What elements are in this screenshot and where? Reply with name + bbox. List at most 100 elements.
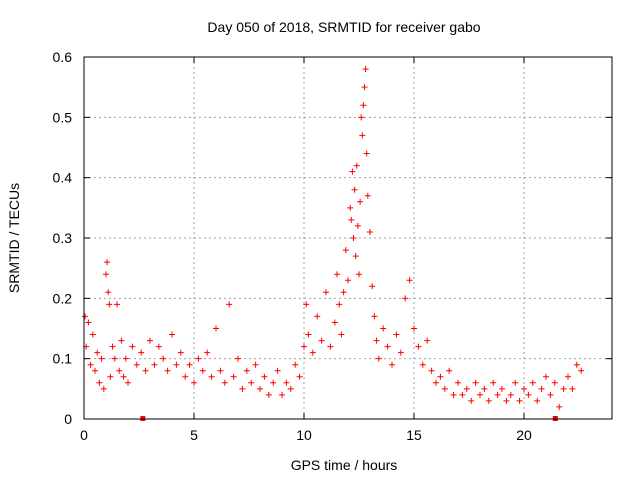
data-point xyxy=(98,355,105,362)
data-point xyxy=(303,301,310,308)
data-point xyxy=(369,283,376,290)
data-point xyxy=(122,355,129,362)
x-tick-label: 10 xyxy=(296,427,312,443)
data-point xyxy=(309,349,316,356)
data-point xyxy=(318,337,325,344)
data-point xyxy=(114,301,120,308)
data-point xyxy=(551,379,558,386)
x-tick-label: 15 xyxy=(406,427,422,443)
data-point xyxy=(350,235,357,241)
data-point xyxy=(125,379,131,386)
data-point xyxy=(111,355,118,362)
data-point xyxy=(92,367,98,374)
data-point xyxy=(450,391,457,398)
data-point xyxy=(173,361,180,368)
y-tick-label: 0.5 xyxy=(53,109,73,125)
data-point xyxy=(292,361,299,368)
data-point xyxy=(357,198,364,205)
data-point xyxy=(287,385,294,392)
data-point xyxy=(441,385,448,392)
data-point xyxy=(516,397,523,404)
data-point xyxy=(155,343,162,350)
data-point xyxy=(525,391,532,398)
data-point xyxy=(116,367,123,374)
data-point xyxy=(327,343,334,350)
data-point xyxy=(208,373,215,380)
data-point xyxy=(569,385,576,392)
data-point xyxy=(351,186,358,193)
data-point xyxy=(164,367,171,374)
y-tick-label: 0.2 xyxy=(53,290,73,306)
data-point xyxy=(373,337,380,344)
x-axis-title: GPS time / hours xyxy=(291,457,398,473)
data-point xyxy=(265,391,272,398)
data-point xyxy=(296,373,303,380)
data-point xyxy=(195,355,202,362)
data-point xyxy=(120,373,127,380)
data-point xyxy=(499,385,505,392)
data-point xyxy=(468,397,475,404)
data-point xyxy=(359,132,366,139)
data-point xyxy=(104,259,111,266)
data-point xyxy=(169,331,175,338)
data-point xyxy=(261,373,268,380)
y-tick-label: 0 xyxy=(64,411,72,427)
data-point xyxy=(415,343,422,350)
data-point xyxy=(89,331,96,338)
data-point xyxy=(360,102,367,109)
y-tick-label: 0.6 xyxy=(53,49,73,65)
data-point xyxy=(565,373,571,380)
data-point xyxy=(352,253,359,260)
data-point xyxy=(380,325,387,332)
data-point xyxy=(481,385,488,392)
data-point xyxy=(556,403,563,410)
data-point xyxy=(87,361,94,368)
data-point xyxy=(503,397,510,404)
data-point xyxy=(105,289,112,296)
data-point xyxy=(375,355,382,362)
data-point xyxy=(472,379,479,386)
data-point xyxy=(283,379,290,386)
data-point xyxy=(459,391,466,398)
data-point xyxy=(274,367,281,374)
data-point xyxy=(363,150,370,157)
data-point xyxy=(364,192,371,199)
data-point xyxy=(419,361,426,368)
data-point xyxy=(340,289,347,296)
y-tick-label: 0.1 xyxy=(53,351,73,367)
data-point xyxy=(428,367,435,374)
data-point xyxy=(334,271,340,278)
data-point xyxy=(182,373,189,380)
data-point xyxy=(353,162,360,169)
data-point xyxy=(243,367,250,374)
data-point xyxy=(371,313,378,320)
data-point xyxy=(362,66,369,73)
data-point xyxy=(191,379,197,386)
data-point xyxy=(305,331,312,338)
data-point xyxy=(204,349,211,356)
y-axis-title: SRMTID / TECUs xyxy=(6,183,22,293)
plot-frame xyxy=(83,56,613,420)
data-point xyxy=(455,379,461,386)
data-point xyxy=(138,349,145,356)
data-point xyxy=(270,379,277,386)
x-tick-label: 20 xyxy=(516,427,532,443)
data-point xyxy=(248,379,255,386)
data-point xyxy=(402,295,409,302)
data-point xyxy=(573,361,580,368)
data-point xyxy=(133,361,140,368)
data-point xyxy=(85,319,92,326)
data-point xyxy=(494,391,501,398)
data-point xyxy=(100,385,107,392)
data-point xyxy=(177,349,184,356)
grid xyxy=(84,57,612,419)
data-point xyxy=(477,391,483,398)
data-point xyxy=(560,385,567,392)
data-point xyxy=(463,385,470,392)
data-point xyxy=(406,277,413,284)
data-point xyxy=(433,379,439,386)
data-point xyxy=(336,301,343,308)
data-point xyxy=(226,301,233,308)
data-point xyxy=(213,325,219,332)
